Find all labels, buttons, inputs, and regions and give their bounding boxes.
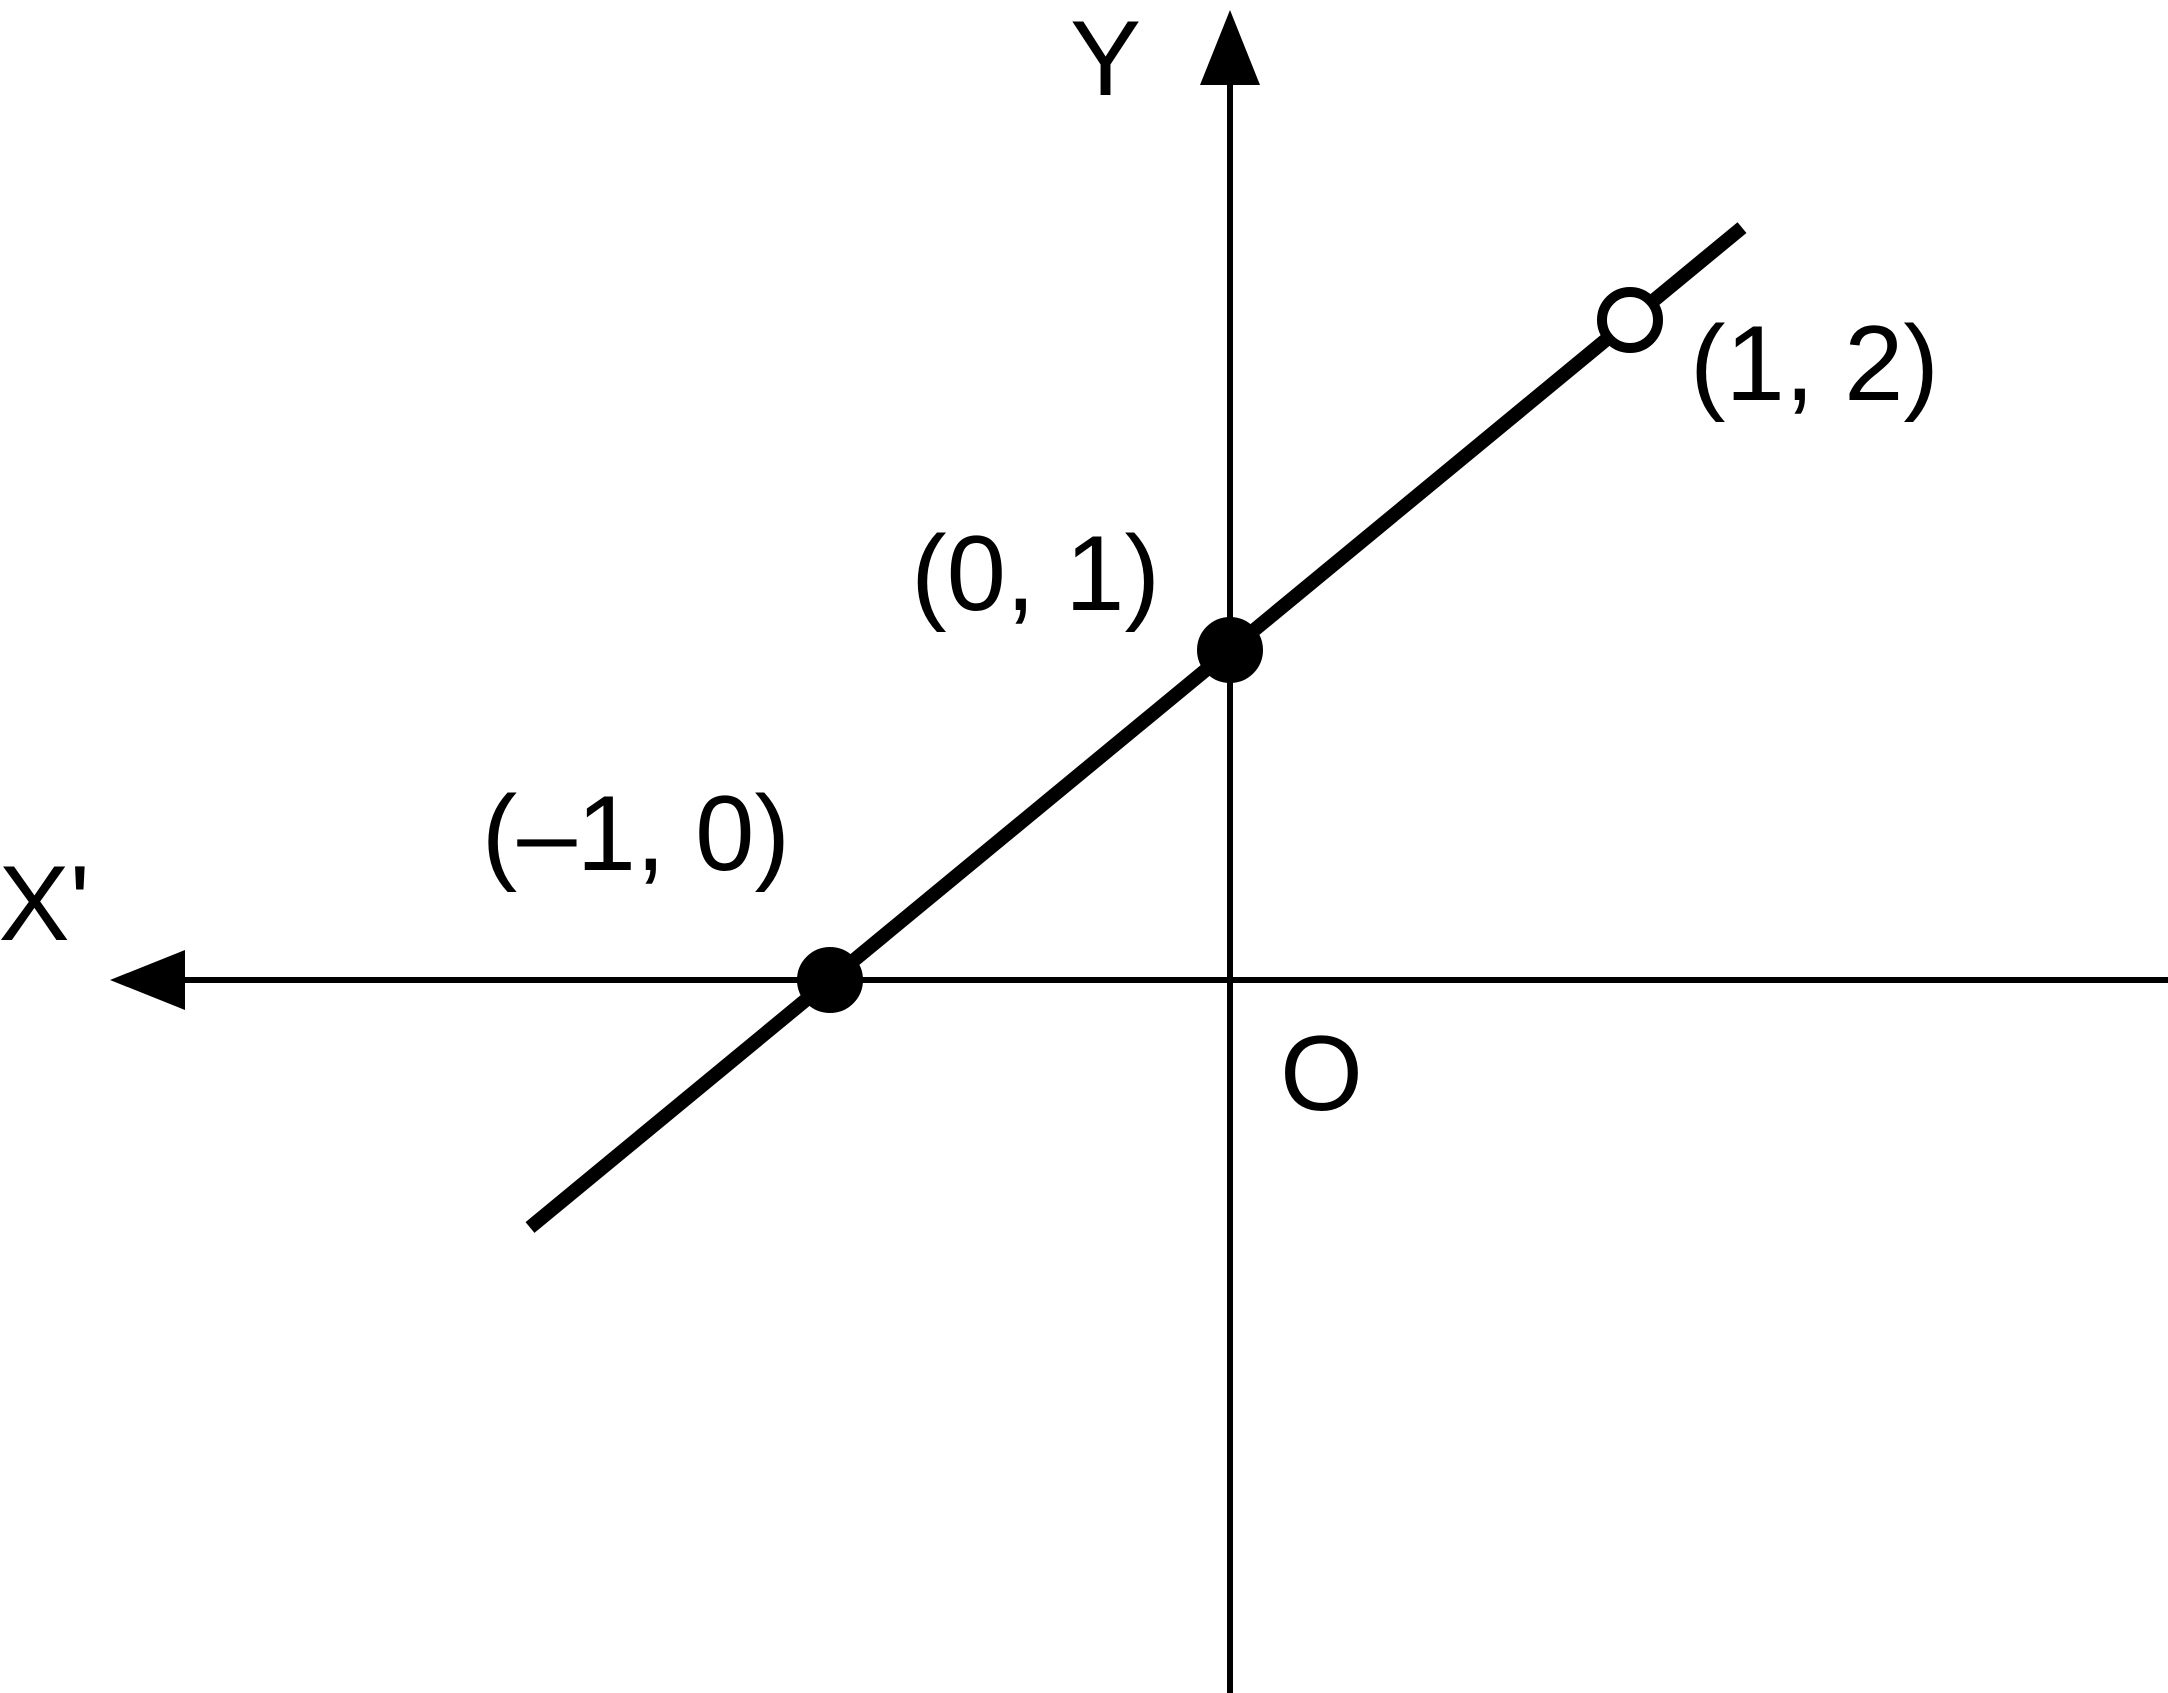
filled-point: [800, 950, 860, 1010]
filled-point: [1200, 620, 1260, 680]
x-neg-axis-label: X': [0, 843, 90, 963]
origin-label: O: [1280, 1013, 1363, 1133]
point-label: (0, 1): [911, 513, 1160, 633]
open-point: [1602, 292, 1658, 348]
chart-svg: (–1, 0) (0, 1) (1, 2) Y X' O: [0, 0, 2168, 1693]
point-label: (–1, 0): [482, 773, 790, 893]
point-label: (1, 2): [1690, 303, 1939, 423]
y-axis-label: Y: [1070, 0, 1141, 118]
graph-plot: (–1, 0) (0, 1) (1, 2) Y X' O: [0, 0, 2168, 1693]
